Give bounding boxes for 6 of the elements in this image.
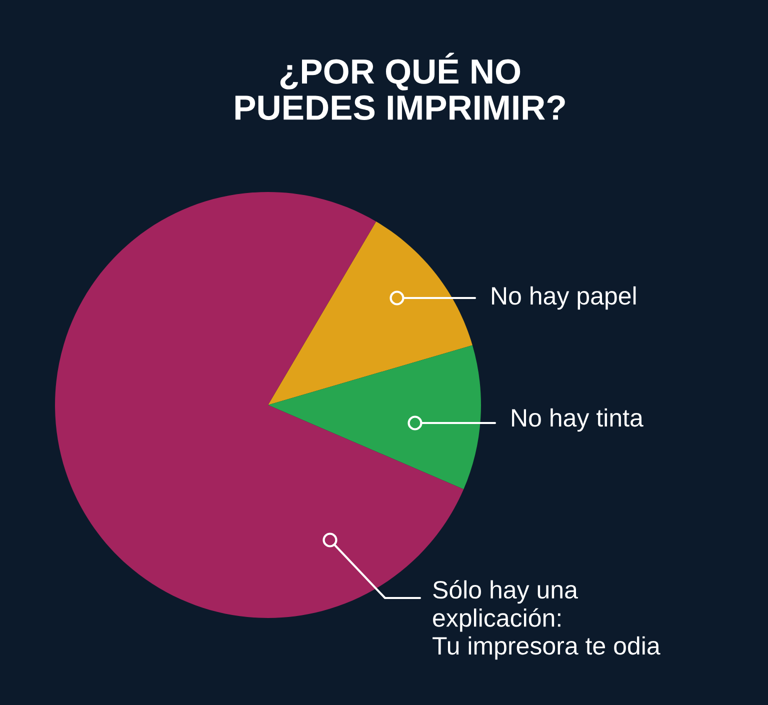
chart-title: ¿POR QUÉ NO PUEDES IMPRIMIR? <box>235 52 565 120</box>
slice-label: No hay tinta <box>512 408 644 432</box>
pie-slice <box>268 221 472 405</box>
slice-label: No hay papel <box>492 286 636 310</box>
pie-slice <box>268 345 481 490</box>
slice-label: Sólo hay una explicación: Tu impresora te odia <box>432 580 660 660</box>
